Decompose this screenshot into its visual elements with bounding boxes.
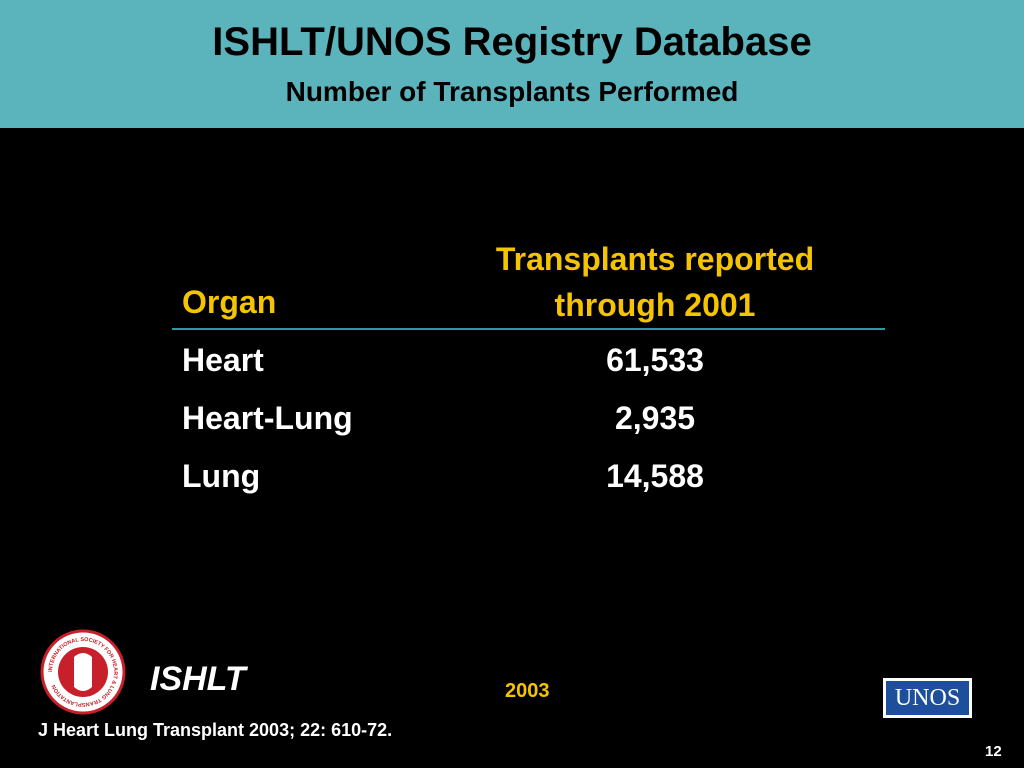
citation: J Heart Lung Transplant 2003; 22: 610-72…	[38, 720, 393, 740]
ishlt-logo: INTERNATIONAL SOCIETY FOR HEART & LUNG T…	[40, 629, 126, 715]
column-header: Organ	[182, 284, 277, 320]
unos-logo: UNOS	[883, 678, 972, 718]
table-cell: Heart	[182, 342, 264, 378]
column-header: Transplants reported through 2001	[495, 241, 815, 323]
year: 2003	[505, 680, 550, 702]
table-cell: Lung	[182, 458, 261, 494]
society-name: ISHLT	[150, 660, 246, 698]
table-cell: 61,533	[606, 342, 704, 378]
header-band	[0, 0, 1024, 128]
page-number: 12	[985, 743, 1002, 760]
table-cell: 14,588	[606, 458, 704, 494]
table-cell: 2,935	[614, 400, 696, 436]
unos-logo-text: UNOS	[886, 681, 969, 715]
subtitle: Number of Transplants Performed	[285, 76, 739, 107]
table-cell: Heart-Lung	[182, 400, 353, 436]
header-rule	[172, 328, 885, 330]
title: ISHLT/UNOS Registry Database	[212, 20, 812, 64]
